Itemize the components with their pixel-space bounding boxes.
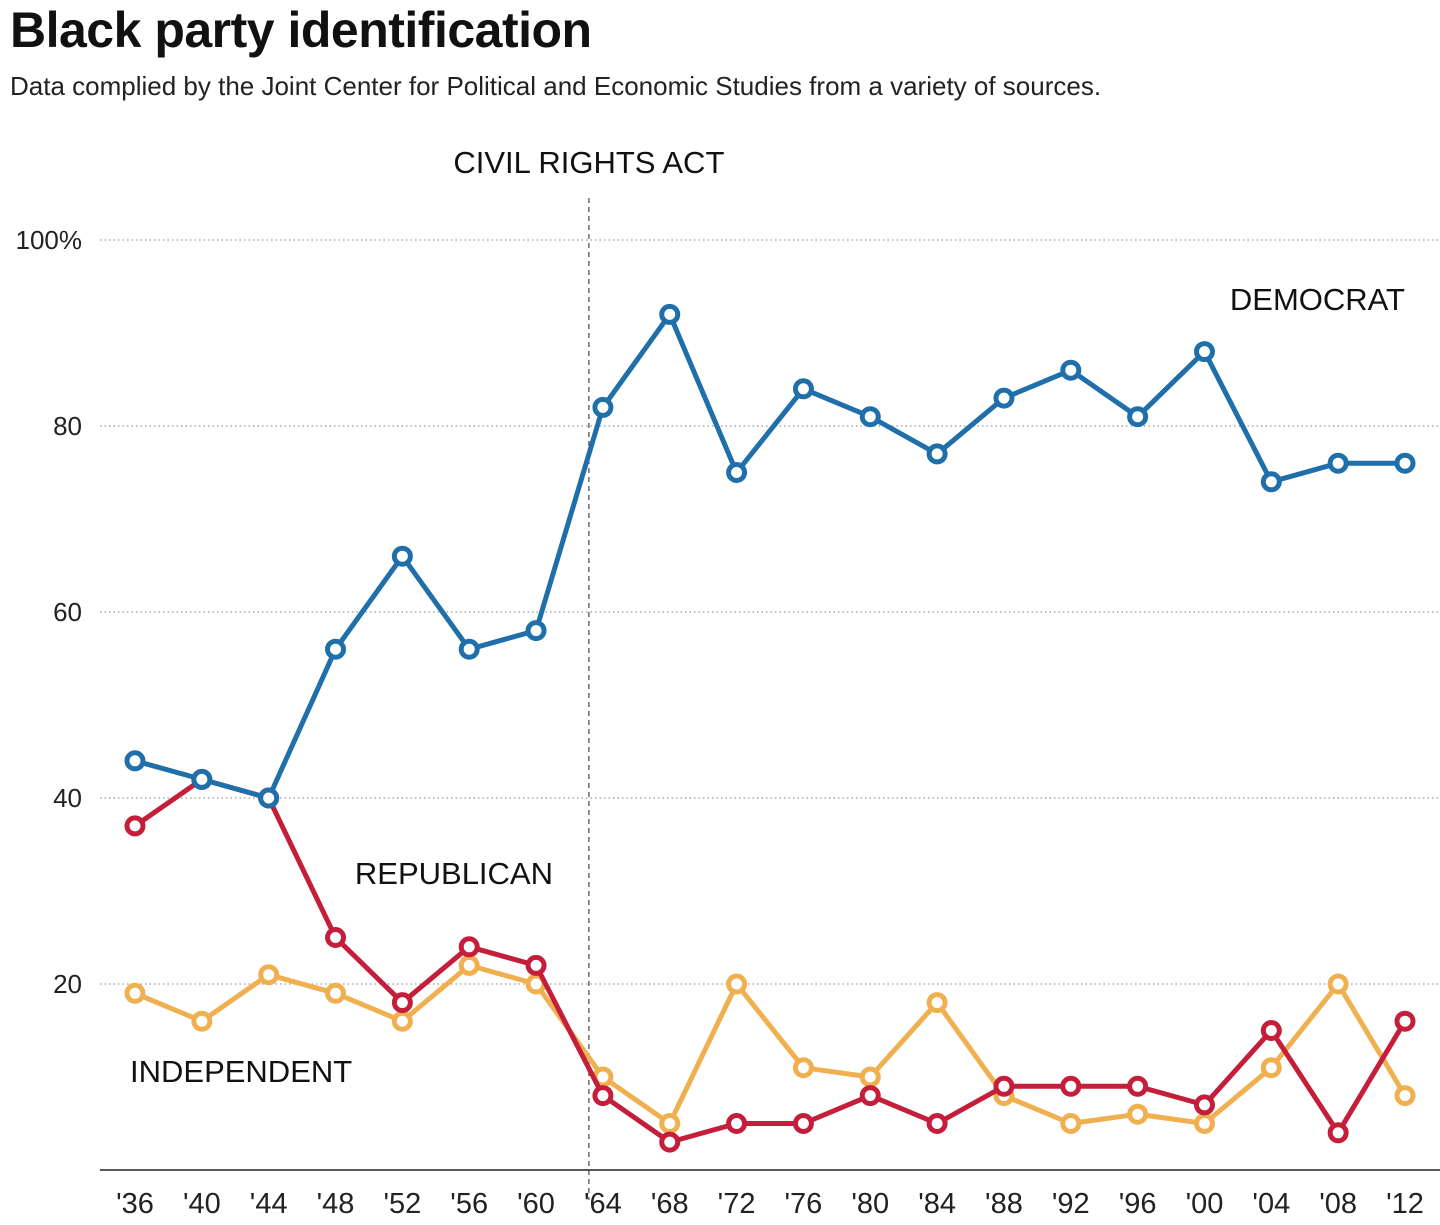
label-independent: INDEPENDENT — [130, 1054, 352, 1089]
series-independent — [124, 954, 1416, 1134]
x-tick-label: '36 — [116, 1188, 154, 1220]
republican-point — [592, 1085, 614, 1107]
republican-point — [1260, 1020, 1282, 1041]
independent-point — [926, 992, 948, 1014]
x-tick-label: '72 — [718, 1188, 756, 1220]
democrat-point — [859, 406, 881, 428]
democrat-point — [726, 462, 748, 483]
x-tick-label: '64 — [584, 1188, 622, 1220]
x-tick-label: '04 — [1252, 1188, 1290, 1220]
x-tick-label: '44 — [250, 1188, 288, 1220]
label-republican: REPUBLICAN — [355, 856, 553, 891]
republican-point — [458, 936, 480, 958]
x-tick-label: '76 — [785, 1188, 823, 1220]
democrat-point — [1327, 452, 1349, 474]
x-tick-label: '96 — [1119, 1188, 1157, 1220]
democrat-point — [592, 396, 614, 418]
annotations: CIVIL RIGHTS ACT — [453, 145, 724, 1200]
republican-point — [726, 1113, 748, 1134]
democrat-point — [1060, 359, 1082, 381]
republican-point — [391, 992, 413, 1014]
democrat-point — [124, 750, 146, 772]
x-tick-label: '48 — [317, 1188, 355, 1220]
independent-point — [1127, 1103, 1149, 1125]
x-tick-label: '84 — [918, 1188, 956, 1220]
x-tick-label: '56 — [450, 1188, 488, 1220]
democrat-point — [325, 638, 347, 660]
democrat-point — [1193, 341, 1215, 363]
democrat-point — [926, 443, 948, 465]
independent-point — [458, 954, 480, 976]
republican-point — [525, 954, 547, 976]
independent-point — [1193, 1113, 1215, 1134]
y-axis: 20 40 60 80 100% — [16, 225, 83, 999]
independent-point — [1060, 1113, 1082, 1134]
x-tick-label: '08 — [1319, 1188, 1357, 1220]
independent-point — [124, 982, 146, 1004]
republican-point — [124, 815, 146, 837]
x-tick-label: '52 — [383, 1188, 421, 1220]
independent-point — [191, 1010, 213, 1032]
republican-line — [132, 776, 1408, 1145]
independent-point — [1394, 1085, 1416, 1107]
independent-point — [1327, 973, 1349, 995]
democrat-point — [191, 768, 213, 790]
democrat-point — [1127, 406, 1149, 428]
democrat-line — [132, 311, 1408, 801]
republican-point — [1394, 1010, 1416, 1032]
x-tick-label: '80 — [851, 1188, 889, 1220]
series-democrat — [124, 303, 1416, 809]
independent-point — [1260, 1057, 1282, 1079]
republican-point — [859, 1085, 881, 1107]
democrat-point — [525, 620, 547, 642]
republican-point — [1327, 1122, 1349, 1144]
x-tick-label: '12 — [1386, 1188, 1424, 1220]
series-labels: DEMOCRAT REPUBLICAN INDEPENDENT — [130, 282, 1405, 1089]
independent-point — [726, 973, 748, 995]
y-tick-label: 40 — [53, 783, 82, 813]
republican-point — [325, 927, 347, 948]
chart-title: Black party identification — [10, 2, 592, 58]
independent-point — [258, 964, 280, 986]
republican-point — [993, 1075, 1015, 1097]
independent-point — [792, 1057, 814, 1079]
republican-point — [1060, 1075, 1082, 1097]
democrat-point — [458, 638, 480, 660]
x-axis: '36 '40 '44 '48 '52 '56 '60 '64 '68 '72 '76 '80 '84 '… — [116, 1188, 1424, 1220]
independent-point — [659, 1113, 681, 1134]
democrat-point — [792, 378, 814, 400]
civil-rights-act-label: CIVIL RIGHTS ACT — [453, 145, 724, 180]
democrat-point — [258, 787, 280, 809]
independent-point — [391, 1010, 413, 1032]
series-group — [124, 303, 1416, 1153]
y-tick-label: 20 — [53, 969, 82, 999]
democrat-point — [659, 303, 681, 325]
independent-line — [132, 962, 1408, 1126]
independent-point — [325, 982, 347, 1004]
republican-point — [659, 1131, 681, 1153]
independent-point — [859, 1066, 881, 1088]
series-republican — [124, 768, 1416, 1153]
y-tick-label: 80 — [53, 411, 82, 441]
x-tick-label: '40 — [183, 1188, 221, 1220]
chart-subtitle: Data complied by the Joint Center for Po… — [10, 71, 1102, 101]
x-tick-label: '92 — [1052, 1188, 1090, 1220]
x-tick-label: '88 — [985, 1188, 1023, 1220]
democrat-point — [1394, 452, 1416, 474]
democrat-point — [993, 387, 1015, 409]
label-democrat: DEMOCRAT — [1230, 282, 1405, 317]
republican-point — [926, 1113, 948, 1134]
x-tick-label: '60 — [517, 1188, 555, 1220]
democrat-point — [1260, 471, 1282, 493]
republican-point — [1193, 1094, 1215, 1116]
democrat-point — [391, 545, 413, 567]
republican-point — [1127, 1075, 1149, 1097]
x-tick-label: '68 — [651, 1188, 689, 1220]
republican-point — [792, 1113, 814, 1134]
y-tick-label: 60 — [53, 597, 82, 627]
gridlines — [100, 239, 1440, 985]
y-tick-label: 100% — [16, 225, 83, 255]
x-tick-label: '00 — [1186, 1188, 1224, 1220]
